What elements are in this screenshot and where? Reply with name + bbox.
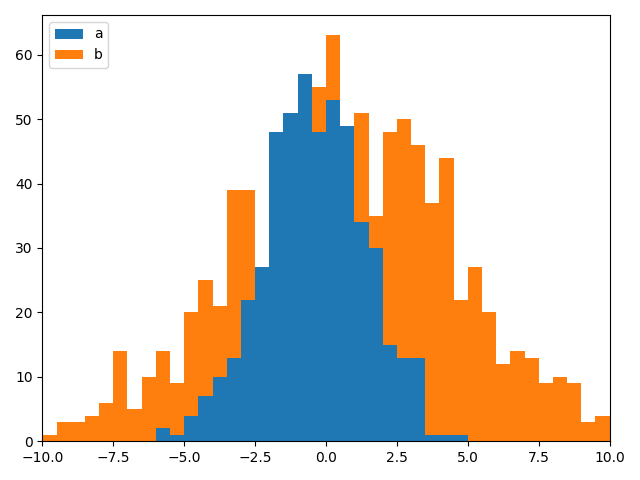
Bar <box>298 138 312 441</box>
Bar <box>212 306 227 441</box>
Bar <box>284 113 298 441</box>
Bar <box>241 190 255 441</box>
Bar <box>312 87 326 441</box>
Bar <box>156 428 170 441</box>
Bar <box>510 351 525 441</box>
Bar <box>326 36 340 441</box>
Bar <box>355 222 369 441</box>
Bar <box>581 422 595 441</box>
Bar <box>425 203 440 441</box>
Bar <box>127 409 141 441</box>
Bar <box>440 435 454 441</box>
Legend: a, b: a, b <box>49 22 108 68</box>
Bar <box>184 312 198 441</box>
Bar <box>227 190 241 441</box>
Bar <box>454 435 468 441</box>
Bar <box>440 158 454 441</box>
Bar <box>284 190 298 441</box>
Bar <box>326 100 340 441</box>
Bar <box>411 358 425 441</box>
Bar <box>383 345 397 441</box>
Bar <box>567 384 581 441</box>
Bar <box>525 358 539 441</box>
Bar <box>496 364 510 441</box>
Bar <box>269 132 284 441</box>
Bar <box>369 248 383 441</box>
Bar <box>184 416 198 441</box>
Bar <box>298 74 312 441</box>
Bar <box>42 435 56 441</box>
Bar <box>141 377 156 441</box>
Bar <box>425 435 440 441</box>
Bar <box>482 312 496 441</box>
Bar <box>170 384 184 441</box>
Bar <box>198 280 212 441</box>
Bar <box>113 351 127 441</box>
Bar <box>241 300 255 441</box>
Bar <box>312 132 326 441</box>
Bar <box>269 183 284 441</box>
Bar <box>411 145 425 441</box>
Bar <box>198 396 212 441</box>
Bar <box>340 125 355 441</box>
Bar <box>383 132 397 441</box>
Bar <box>340 151 355 441</box>
Bar <box>212 377 227 441</box>
Bar <box>397 358 411 441</box>
Bar <box>99 403 113 441</box>
Bar <box>227 358 241 441</box>
Bar <box>85 416 99 441</box>
Bar <box>454 300 468 441</box>
Bar <box>369 216 383 441</box>
Bar <box>170 435 184 441</box>
Bar <box>468 267 482 441</box>
Bar <box>553 377 567 441</box>
Bar <box>397 119 411 441</box>
Bar <box>156 351 170 441</box>
Bar <box>539 384 553 441</box>
Bar <box>56 422 70 441</box>
Bar <box>355 113 369 441</box>
Bar <box>70 422 85 441</box>
Bar <box>595 416 610 441</box>
Bar <box>255 267 269 441</box>
Bar <box>255 267 269 441</box>
